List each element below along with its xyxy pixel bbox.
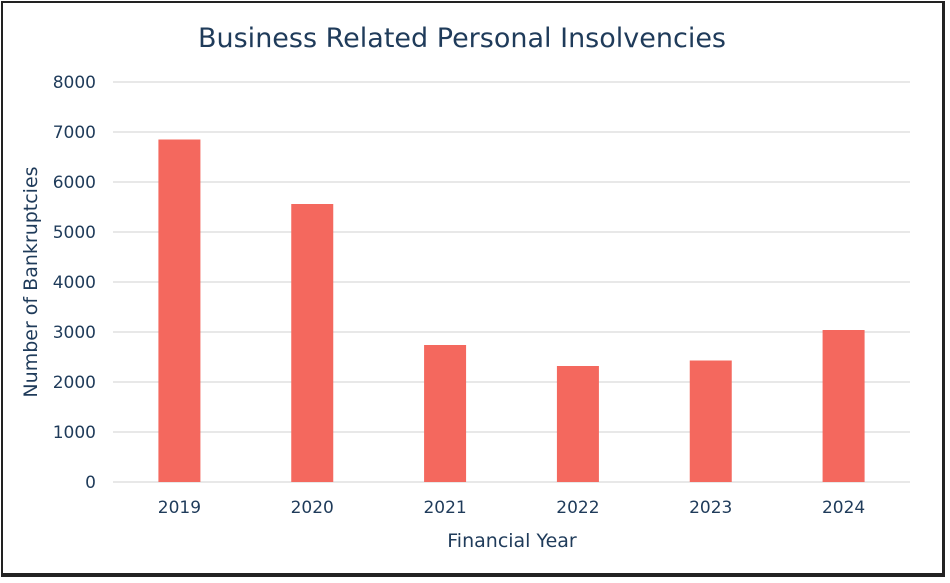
x-tick-label: 2022 (556, 498, 599, 518)
chart-title: Business Related Personal Insolvencies (198, 23, 726, 54)
bar-2023 (689, 360, 732, 482)
y-tick-label: 1000 (53, 423, 96, 443)
y-tick-label: 8000 (53, 73, 96, 93)
y-tick-label: 6000 (53, 173, 96, 193)
y-tick-label: 7000 (53, 123, 96, 143)
bar-2021 (424, 345, 467, 482)
gridlines (113, 81, 910, 483)
y-axis-label: Number of Bankruptcies (20, 166, 42, 397)
y-tick-label: 0 (85, 473, 96, 493)
y-tick-label: 2000 (53, 373, 96, 393)
y-tick-label: 3000 (53, 323, 96, 343)
x-tick-label: 2019 (158, 498, 201, 518)
bar-2019 (158, 139, 201, 482)
x-tick-label: 2024 (822, 498, 865, 518)
y-tick-label: 4000 (53, 273, 96, 293)
x-axis-label: Financial Year (447, 530, 577, 552)
y-tick-label: 5000 (53, 223, 96, 243)
x-tick-label: 2021 (423, 498, 466, 518)
bar-2020 (291, 204, 334, 482)
bar-2024 (822, 330, 865, 482)
bars (158, 139, 865, 482)
x-tick-label: 2020 (291, 498, 334, 518)
x-tick-label: 2023 (689, 498, 732, 518)
bar-2022 (556, 366, 599, 482)
y-axis-ticks: 0 1000 2000 3000 4000 5000 6000 7000 8000 (53, 73, 96, 493)
x-axis-ticks: 2019 2020 2021 2022 2023 2024 (158, 498, 865, 518)
